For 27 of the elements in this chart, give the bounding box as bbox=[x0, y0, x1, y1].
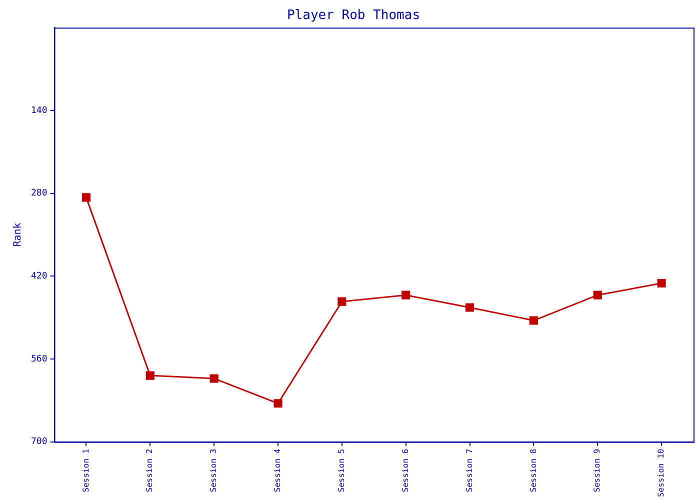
point bbox=[593, 290, 602, 300]
chart-title: Player Rob Thomas bbox=[286, 8, 420, 24]
point bbox=[529, 316, 538, 325]
y-tick-label: 140 bbox=[30, 106, 48, 116]
x-tick-label: Session 9 bbox=[592, 448, 602, 492]
x-tick-label: Session 3 bbox=[209, 448, 218, 492]
point bbox=[402, 290, 410, 300]
x-tick-label: Session 2 bbox=[145, 448, 154, 492]
x-tick-label: Session 8 bbox=[528, 448, 538, 492]
y-tick-label: 420 bbox=[30, 271, 48, 282]
y-axis-title: Rank bbox=[12, 222, 24, 247]
y-tick-label: 280 bbox=[30, 188, 48, 199]
x-tick-label: Session 4 bbox=[273, 448, 282, 492]
x-tick-label: Session 7 bbox=[464, 448, 474, 492]
x-tick-label: Session 6 bbox=[400, 448, 410, 492]
y-tick-label: 560 bbox=[30, 354, 48, 364]
point bbox=[657, 278, 666, 288]
point bbox=[338, 297, 346, 306]
x-tick-label: Session 10 bbox=[656, 448, 666, 498]
point bbox=[210, 374, 218, 383]
point bbox=[82, 193, 91, 202]
point bbox=[465, 303, 474, 312]
point bbox=[146, 371, 154, 380]
x-tick-label: Session 5 bbox=[336, 448, 346, 492]
point bbox=[274, 399, 282, 408]
y-tick-label: 700 bbox=[30, 437, 48, 448]
x-tick-label: Session 1 bbox=[81, 448, 90, 492]
